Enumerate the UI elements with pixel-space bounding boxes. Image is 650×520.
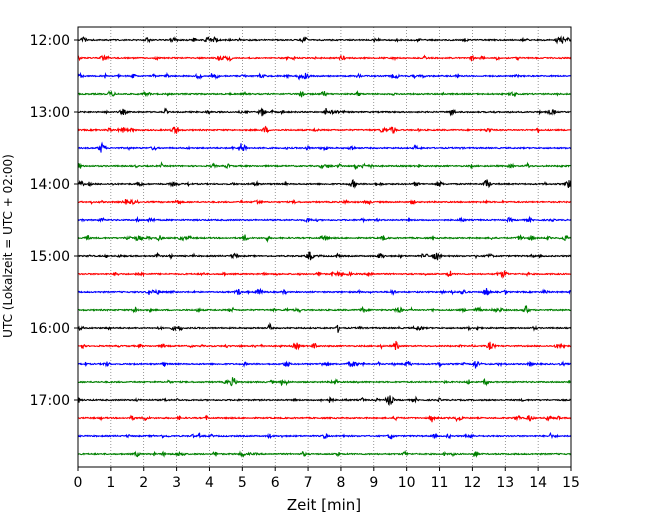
x-tick-label: 2 [139,475,148,491]
trace-row-1530 [77,287,572,296]
trace-row-1730 [77,431,572,440]
y-tick-label: 16:00 [30,321,70,337]
trace-row-1430 [77,215,572,224]
y-tick-label: 12:00 [30,33,70,49]
plot-frame [77,26,572,468]
trace-row-1230 [77,71,572,81]
x-tick-label: 11 [431,475,449,491]
x-tick-label: 12 [463,475,481,491]
trace-row-1400 [77,179,572,189]
trace-row-1545 [77,304,572,314]
x-tick-label: 14 [529,475,547,491]
x-tick-label: 6 [271,475,280,491]
trace-row-1745 [77,449,572,458]
trace-row-1515 [77,270,572,279]
trace-row-1600 [77,322,572,333]
x-tick-label: 8 [336,475,345,491]
x-axis-ticks: 0 1 2 3 4 5 6 7 8 9 10 11 12 13 14 15 [74,467,580,491]
seismic-traces [77,35,572,458]
trace-row-1330 [77,141,572,153]
x-tick-label: 15 [562,475,580,491]
y-axis-ticks: 12:00 13:00 14:00 15:00 16:00 17:00 [30,33,78,409]
x-axis-label: Zeit [min] [287,496,361,514]
trace-row-1315 [77,125,572,135]
x-tick-label: 1 [106,475,115,491]
x-tick-label: 7 [304,475,313,491]
x-tick-label: 13 [496,475,514,491]
x-tick-label: 0 [74,475,83,491]
trace-row-1300 [77,107,572,117]
y-tick-label: 14:00 [30,177,70,193]
trace-row-1630 [77,360,572,369]
x-tick-label: 5 [238,475,247,491]
x-tick-label: 4 [205,475,214,491]
trace-row-1615 [77,340,572,351]
x-tick-label: 3 [172,475,181,491]
trace-row-1715 [77,414,572,423]
trace-row-1415 [77,198,572,206]
trace-row-1200 [77,35,572,45]
trace-row-1215 [77,54,572,62]
x-tick-label: 10 [398,475,416,491]
y-axis-label: UTC (Lokalzeit = UTC + 02:00) [1,154,15,338]
trace-row-1345 [77,161,572,170]
y-tick-label: 13:00 [30,105,70,121]
trace-row-1645 [77,377,572,387]
grid-lines [110,27,539,467]
trace-row-1500 [77,251,572,261]
y-tick-label: 17:00 [30,393,70,409]
trace-row-1245 [77,90,572,98]
y-tick-label: 15:00 [30,249,70,265]
trace-row-1445 [77,234,572,243]
trace-row-1700 [77,395,572,407]
x-tick-label: 9 [369,475,378,491]
